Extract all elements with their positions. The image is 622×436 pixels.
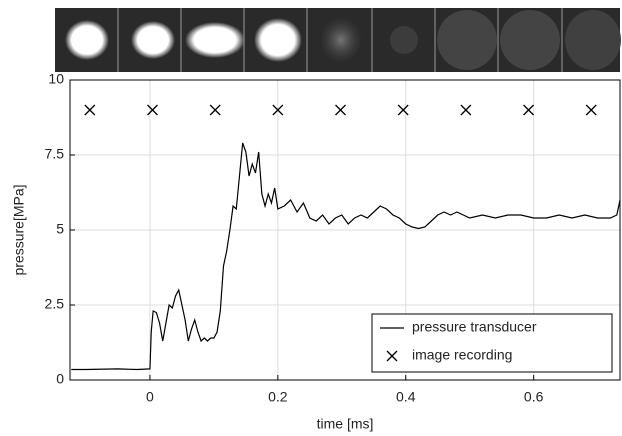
image-strip (55, 8, 621, 72)
marker (585, 104, 597, 116)
marker (397, 104, 409, 116)
y-tick-label: 0 (56, 371, 64, 387)
x-tick-label: 0.6 (524, 389, 544, 405)
y-tick-label: 2.5 (45, 296, 65, 312)
x-tick-label: 0.2 (268, 389, 288, 405)
marker (523, 104, 535, 116)
y-axis-label: pressure[MPa] (11, 184, 27, 275)
marker (84, 104, 96, 116)
y-tick-label: 10 (48, 71, 64, 87)
marker (209, 104, 221, 116)
legend-label: pressure transducer (412, 319, 537, 335)
marker (335, 104, 346, 116)
x-axis-label: time [ms] (317, 416, 374, 432)
marker (386, 350, 398, 362)
y-tick-label: 7.5 (45, 146, 65, 162)
line (71, 142, 621, 371)
marker (272, 104, 284, 116)
x-tick-label: 0.4 (396, 389, 416, 405)
plot-frame (69, 79, 621, 381)
legend-label: image recording (412, 347, 512, 363)
y-tick-label: 5 (56, 221, 64, 237)
marker (460, 104, 472, 116)
marker (147, 104, 158, 116)
legend-box (371, 313, 613, 373)
x-tick-label: 0 (146, 389, 154, 405)
